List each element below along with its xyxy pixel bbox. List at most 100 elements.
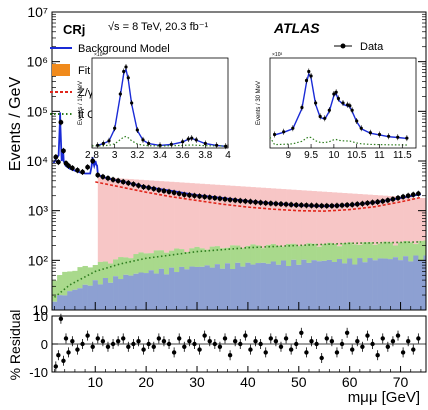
ttbar-mc-bar [148, 253, 155, 271]
data-point [359, 201, 365, 207]
ttbar-mc-bar [179, 249, 185, 267]
residual-point [56, 353, 61, 358]
inset-data-point [203, 141, 207, 146]
other-mc-bar [301, 259, 307, 310]
zgamma-mc-bar [382, 195, 389, 242]
other-mc-bar [291, 259, 297, 310]
zgamma-mc-bar [199, 183, 205, 249]
zgamma-mc-bar [113, 178, 119, 260]
inset-data-point [186, 137, 190, 141]
residual-point [375, 353, 380, 358]
ttbar-mc-bar [128, 258, 134, 276]
ttbar-mc-bar [408, 242, 414, 262]
other-mc-bar [92, 280, 99, 310]
inset-data-point [124, 65, 128, 69]
residual-point [294, 341, 299, 347]
ttbar-mc-bar [347, 242, 353, 259]
other-mc-bar [62, 295, 68, 310]
zgamma-mc-bar [398, 196, 404, 243]
ttbar-mc-bar [250, 244, 256, 265]
residual-point [53, 364, 59, 369]
zgamma-mc-bar [286, 189, 292, 244]
zgamma-mc-bar [209, 184, 216, 247]
other-mc-bar [408, 261, 414, 310]
other-mc-bar [82, 284, 88, 310]
residual-point [380, 336, 385, 341]
data-point [293, 202, 299, 208]
zgamma-mc-bar [260, 187, 267, 249]
other-mc-bar [382, 258, 389, 310]
ttbar-mc-bar [275, 245, 282, 265]
inset-data-point [122, 69, 126, 74]
other-mc-bar [184, 269, 190, 310]
inset-data-point [355, 119, 359, 123]
zgamma-mc-bar [392, 196, 399, 246]
residual-plot: 10 20 30 40 50 60 70 10 0 -10 [29, 309, 427, 390]
zgamma-mc-bar [265, 188, 272, 245]
data-point [380, 198, 386, 204]
ttbar-mc-bar [301, 245, 307, 260]
other-mc-bar [286, 266, 292, 310]
other-mc-bar [230, 269, 236, 310]
legend-marker [340, 43, 346, 49]
ttbar-mc-bar [169, 250, 175, 268]
data-point [370, 200, 375, 205]
residual-point [238, 341, 243, 347]
zgamma-mc-bar [347, 193, 353, 243]
other-mc-bar [179, 266, 185, 310]
other-mc-bar [194, 266, 200, 310]
ttbar-mc-bar [138, 252, 144, 273]
data-point [58, 119, 64, 125]
inset-data-point [307, 69, 311, 74]
residual-point [61, 358, 66, 363]
ttbar-mc-bar [189, 248, 195, 267]
data-point [334, 203, 340, 209]
zgamma-mc-bar [255, 187, 261, 246]
other-mc-bar [255, 263, 261, 310]
other-mc-bar [260, 262, 267, 310]
ttbar-mc-bar [230, 245, 236, 270]
zgamma-mc-bar [321, 191, 328, 245]
residual-point [232, 339, 238, 344]
inset-y-label: Events / 30 MeV [256, 81, 262, 125]
data-point [197, 193, 202, 199]
other-mc-bar [77, 288, 83, 310]
y-tick-label: 10³ [28, 203, 49, 219]
data-point [53, 154, 59, 160]
residual-tick-label: 0 [41, 337, 48, 352]
zgamma-mc-bar [311, 191, 317, 244]
data-point [161, 188, 167, 194]
ttbar-mc-bar [331, 243, 338, 262]
ttbar-component-curve [53, 241, 421, 298]
data-point [95, 172, 101, 178]
inset-data-point [291, 126, 295, 130]
residual-point [319, 355, 324, 361]
data-point [248, 199, 253, 205]
other-mc-bar [148, 270, 155, 310]
zgamma-component-curve [95, 181, 422, 212]
ttbar-mc-bar [367, 242, 373, 259]
inset-data-point [318, 114, 322, 119]
inset-upsilon: 9 9.5 10 10.5 11 11.5 Events / 30 MeV ×10³ [256, 52, 417, 161]
data-point [55, 159, 61, 165]
ttbar-mc-bar [382, 241, 389, 259]
other-mc-bar [265, 263, 272, 310]
data-point [278, 201, 284, 207]
zgamma-mc-bar [423, 197, 427, 241]
other-mc-bar [392, 257, 399, 310]
other-mc-bar [357, 258, 363, 310]
other-mc-bar [311, 260, 317, 310]
data-point [125, 180, 131, 186]
data-point [227, 197, 233, 203]
ttbar-mc-bar [311, 243, 317, 261]
zgamma-mc-bar [387, 196, 394, 243]
data-point [90, 158, 96, 164]
ttbar-mc-bar [372, 244, 378, 261]
other-mc-bar [270, 261, 277, 310]
residual-point [105, 344, 111, 349]
data-point [171, 190, 177, 196]
other-mc-bar [138, 272, 144, 310]
residual-point [400, 350, 406, 355]
zgamma-mc-bar [367, 194, 373, 243]
